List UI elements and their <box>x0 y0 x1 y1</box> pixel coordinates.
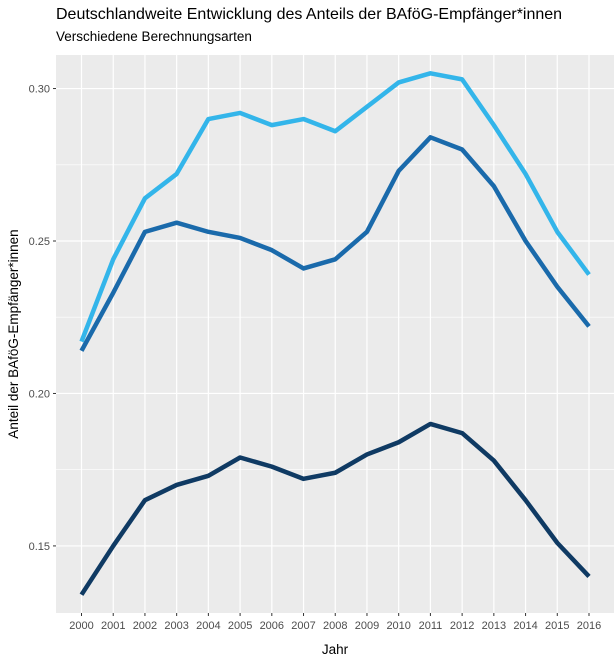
x-tick-label: 2002 <box>133 620 157 632</box>
chart-subtitle: Verschiedene Berechnungsarten <box>56 29 252 44</box>
x-tick-label: 2015 <box>545 620 569 632</box>
x-tick-label: 2008 <box>323 620 347 632</box>
chart-title: Deutschlandweite Entwicklung des Anteils… <box>56 6 563 23</box>
major-gridlines <box>56 55 614 613</box>
x-tick-label: 2006 <box>260 620 284 632</box>
x-tick-label: 2016 <box>577 620 601 632</box>
x-axis-ticks: 2000 2001 2002 2003 2004 2005 2006 2007 2008 2009… <box>69 613 601 632</box>
x-tick-label: 2003 <box>164 620 188 632</box>
x-tick-label: 2007 <box>291 620 315 632</box>
x-axis-title: Jahr <box>322 642 349 657</box>
x-tick-label: 2014 <box>513 620 537 632</box>
x-tick-label: 2000 <box>69 620 93 632</box>
y-tick-label: 0.20 <box>29 388 50 400</box>
x-tick-label: 2004 <box>196 620 220 632</box>
y-axis-title: Anteil der BAföG-Empfänger*innen <box>6 229 21 438</box>
y-tick-label: 0.15 <box>29 541 50 553</box>
y-tick-label: 0.30 <box>29 84 50 96</box>
series-line-3 <box>79 421 591 596</box>
x-tick-label: 2012 <box>450 620 474 632</box>
series-line-1 <box>79 71 591 343</box>
x-tick-label: 2005 <box>228 620 252 632</box>
series-line-2 <box>79 135 591 352</box>
x-tick-label: 2013 <box>482 620 506 632</box>
x-tick-label: 2009 <box>355 620 379 632</box>
y-tick-label: 0.25 <box>29 236 50 248</box>
series-lines <box>79 71 591 596</box>
x-tick-label: 2010 <box>386 620 410 632</box>
x-tick-label: 2011 <box>419 620 443 632</box>
x-tick-label: 2001 <box>101 620 125 632</box>
y-axis-ticks: 0.15 0.20 0.25 0.30 <box>29 84 56 553</box>
